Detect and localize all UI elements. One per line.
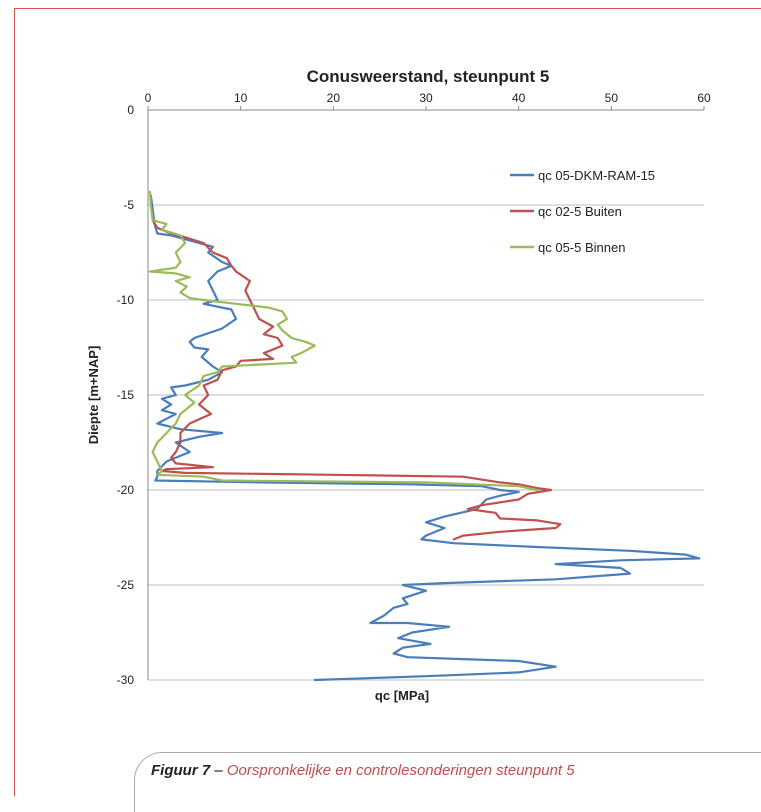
caption-label: Figuur 7 [151,762,211,779]
x-tick-label: 20 [327,91,341,105]
x-tick-label: 0 [145,91,152,105]
figure-frame [14,8,761,796]
caption-separator: – [210,762,227,779]
x-tick-label: 10 [234,91,248,105]
y-tick-label: -5 [123,198,134,212]
y-tick-label: -25 [117,578,135,592]
y-tick-label: -15 [117,388,135,402]
y-tick-label: -10 [117,293,135,307]
y-tick-label: -30 [117,673,135,687]
y-tick-label: 0 [127,103,134,117]
axes [147,106,705,680]
series-layer [148,190,701,682]
y-tick-labels: 0 -5 -10 -15 -20 -25 -30 [117,103,135,687]
chart-title: Conusweerstand, steunpunt 5 [307,67,550,86]
y-tick-label: -20 [117,483,135,497]
x-tick-labels: 0 10 20 30 40 50 60 [145,91,711,105]
x-tick-label: 30 [419,91,433,105]
x-tick-label: 40 [512,91,526,105]
x-axis-label: qc [MPa] [375,688,429,703]
grid-lines [148,204,704,681]
chart: Conusweerstand, steunpunt 5 0 -5 -10 -15 -20… [86,67,711,703]
legend-label-2: qc 02-5 Buiten [538,204,622,219]
figure-caption: Figuur 7 – Oorspronkelijke en controleso… [134,752,761,812]
series-line-3 [148,190,539,492]
legend-label-1: qc 05-DKM-RAM-15 [538,168,655,183]
caption-text: Oorspronkelijke en controlesonderingen s… [226,762,575,779]
legend-label-3: qc 05-5 Binnen [538,240,625,255]
y-axis-label: Diepte [m+NAP] [86,346,101,445]
series-line-1 [149,194,701,682]
x-tick-label: 50 [605,91,619,105]
series-line-2 [151,219,562,541]
legend: qc 05-DKM-RAM-15 qc 02-5 Buiten qc 05-5 Bi… [510,168,655,255]
x-tick-label: 60 [697,91,711,105]
